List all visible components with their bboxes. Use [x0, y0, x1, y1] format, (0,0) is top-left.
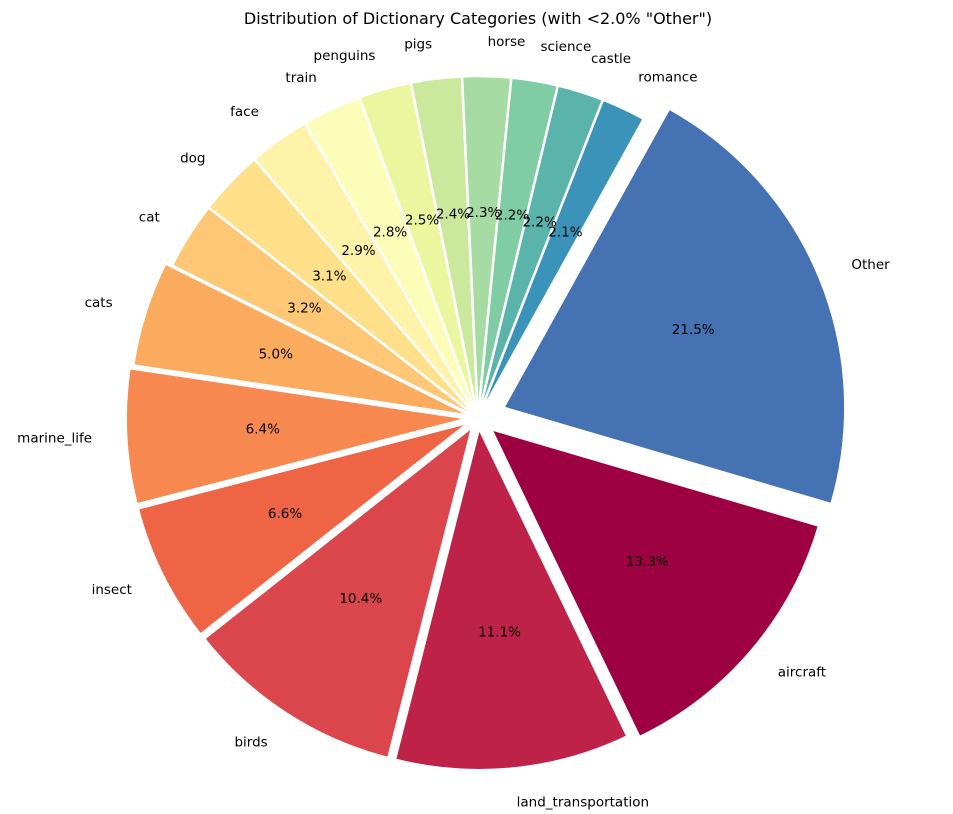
slice-cats [131, 262, 473, 418]
slice-label: insect [92, 582, 132, 598]
slice-label: aircraft [778, 665, 826, 681]
slice-labels: Other aircraft land_transportation birds ins… [17, 34, 890, 811]
pct-label: 10.4% [339, 591, 382, 607]
slice-insect [136, 421, 471, 636]
pct-label: 2.4% [436, 206, 470, 222]
slice-label: face [230, 104, 259, 120]
slice-aircraft [489, 427, 821, 739]
slice-label: Other [851, 257, 890, 273]
pct-label: 2.8% [373, 225, 407, 241]
slice-label: dog [180, 151, 205, 167]
pct-label: 6.6% [268, 506, 302, 522]
pct-label: 11.1% [478, 624, 521, 640]
slice-other [502, 107, 847, 506]
slice-label: birds [234, 734, 267, 750]
pie-slices [124, 74, 847, 772]
pct-label: 3.2% [287, 301, 321, 317]
slice-label: horse [488, 34, 526, 50]
slice-label: science [540, 39, 591, 55]
pct-label: 5.0% [259, 346, 293, 362]
slice-label: castle [591, 51, 631, 67]
pct-label: 2.2% [495, 208, 529, 224]
pct-label: 2.5% [405, 213, 439, 229]
pct-label: 6.4% [246, 421, 280, 437]
pct-label: 3.1% [312, 269, 346, 285]
slice-label: train [285, 70, 316, 86]
slice-label: marine_life [17, 430, 92, 446]
percentage-labels: 21.5% 13.3% 11.1% 10.4% 6.6% 6.4% 5.0% 3.2% 3.1%… [246, 205, 715, 641]
chart-title: Distribution of Dictionary Categories (w… [244, 9, 712, 28]
slice-label: pigs [404, 37, 432, 53]
pct-label: 2.2% [522, 214, 556, 230]
slice-label: romance [638, 70, 697, 86]
pct-label: 21.5% [672, 322, 715, 338]
slice-marine-life [124, 366, 470, 506]
pct-label: 2.3% [466, 205, 500, 221]
pct-label: 2.9% [341, 243, 375, 259]
slice-label: penguins [314, 48, 376, 64]
slice-label: cats [85, 295, 113, 311]
slice-romance [476, 98, 646, 420]
slice-label: cat [139, 209, 160, 225]
slice-land-transportation [393, 426, 629, 772]
slice-birds [202, 425, 474, 760]
pct-label: 2.1% [548, 224, 582, 240]
slice-label: land_transportation [517, 795, 649, 811]
pct-label: 13.3% [626, 554, 669, 570]
